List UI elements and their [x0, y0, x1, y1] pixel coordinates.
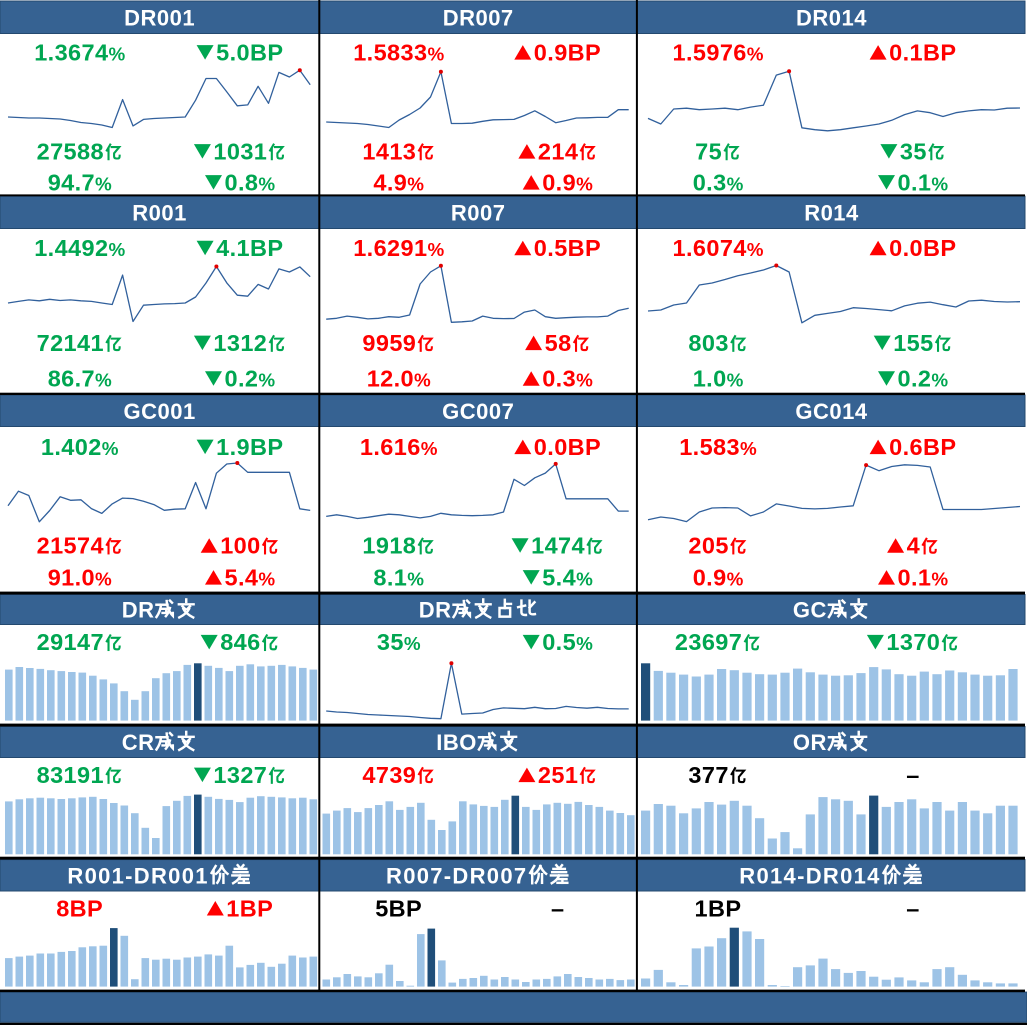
svg-text:1.4492%: 1.4492%	[34, 235, 125, 261]
svg-text:5.0BP: 5.0BP	[216, 39, 283, 65]
svg-text:1.0%: 1.0%	[693, 366, 744, 392]
svg-text:DR: DR	[419, 598, 452, 623]
svg-text:R014: R014	[804, 200, 859, 225]
svg-text:5.4%: 5.4%	[225, 564, 276, 590]
svg-text:1370: 1370	[886, 629, 940, 655]
svg-text:803: 803	[688, 330, 728, 356]
svg-text:23697: 23697	[675, 629, 742, 655]
svg-text:4.9%: 4.9%	[373, 169, 424, 195]
svg-text:CR: CR	[122, 730, 155, 755]
svg-text:9959: 9959	[362, 330, 416, 356]
svg-text:1327: 1327	[213, 762, 267, 788]
svg-text:0.3%: 0.3%	[542, 366, 593, 392]
svg-text:1.5833%: 1.5833%	[353, 39, 444, 65]
svg-text:GC007: GC007	[442, 399, 514, 424]
svg-text:0.2%: 0.2%	[898, 366, 949, 392]
svg-text:DR: DR	[122, 598, 155, 623]
svg-text:GC: GC	[793, 598, 827, 623]
svg-text:0.1%: 0.1%	[898, 564, 949, 590]
svg-text:1.583%: 1.583%	[679, 434, 757, 460]
svg-text:27588: 27588	[37, 138, 104, 164]
svg-text:35%: 35%	[377, 629, 421, 655]
svg-text:91.0%: 91.0%	[48, 564, 112, 590]
svg-text:5BP: 5BP	[375, 895, 422, 921]
svg-text:DR014: DR014	[796, 5, 867, 30]
svg-text:94.7%: 94.7%	[48, 169, 112, 195]
svg-text:R001: R001	[132, 200, 187, 225]
svg-text:1.6291%: 1.6291%	[353, 235, 444, 261]
svg-text:21574: 21574	[37, 533, 104, 559]
svg-text:86.7%: 86.7%	[48, 366, 112, 392]
svg-text:1.9BP: 1.9BP	[216, 434, 283, 460]
svg-text:205: 205	[688, 533, 728, 559]
svg-text:251: 251	[538, 762, 578, 788]
svg-text:72141: 72141	[37, 330, 104, 356]
svg-text:1474: 1474	[531, 533, 585, 559]
svg-text:377: 377	[688, 762, 728, 788]
svg-text:0.6BP: 0.6BP	[889, 434, 956, 460]
svg-text:1031: 1031	[213, 138, 267, 164]
svg-text:1BP: 1BP	[226, 895, 273, 921]
svg-text:846: 846	[220, 629, 260, 655]
svg-text:R007-DR007: R007-DR007	[386, 863, 527, 888]
svg-text:1.6074%: 1.6074%	[673, 235, 764, 261]
svg-text:4: 4	[907, 533, 920, 559]
svg-text:DR007: DR007	[443, 5, 514, 30]
svg-text:0.3%: 0.3%	[693, 169, 744, 195]
svg-text:100: 100	[220, 533, 260, 559]
svg-text:DR001: DR001	[124, 5, 195, 30]
svg-text:75: 75	[695, 138, 722, 164]
svg-text:1.3674%: 1.3674%	[34, 39, 125, 65]
svg-text:–: –	[906, 762, 919, 788]
svg-text:1312: 1312	[213, 330, 267, 356]
svg-text:1413: 1413	[362, 138, 416, 164]
svg-text:R014-DR014: R014-DR014	[739, 863, 880, 888]
svg-text:1918: 1918	[362, 533, 416, 559]
svg-text:0.2%: 0.2%	[225, 366, 276, 392]
svg-text:GC001: GC001	[124, 399, 196, 424]
svg-text:IBO: IBO	[436, 730, 477, 755]
svg-text:0.9%: 0.9%	[693, 564, 744, 590]
svg-text:4.1BP: 4.1BP	[216, 235, 283, 261]
svg-text:GC014: GC014	[795, 399, 867, 424]
svg-text:0.8%: 0.8%	[225, 169, 276, 195]
svg-text:–: –	[906, 895, 919, 921]
svg-text:35: 35	[900, 138, 927, 164]
svg-text:5.4%: 5.4%	[542, 564, 593, 590]
svg-text:214: 214	[538, 138, 578, 164]
svg-text:1.5976%: 1.5976%	[673, 39, 764, 65]
svg-text:1.402%: 1.402%	[41, 434, 119, 460]
svg-text:OR: OR	[793, 730, 827, 755]
svg-text:1.616%: 1.616%	[360, 434, 438, 460]
svg-text:4739: 4739	[362, 762, 416, 788]
svg-text:0.9%: 0.9%	[542, 169, 593, 195]
svg-text:83191: 83191	[37, 762, 104, 788]
svg-text:0.1BP: 0.1BP	[889, 39, 956, 65]
svg-text:0.5%: 0.5%	[542, 629, 593, 655]
svg-text:0.9BP: 0.9BP	[534, 39, 601, 65]
svg-text:R007: R007	[451, 200, 506, 225]
svg-text:29147: 29147	[37, 629, 104, 655]
svg-text:0.0BP: 0.0BP	[534, 434, 601, 460]
svg-text:12.0%: 12.0%	[367, 366, 431, 392]
svg-text:58: 58	[545, 330, 572, 356]
svg-text:155: 155	[893, 330, 933, 356]
svg-text:0.0BP: 0.0BP	[889, 235, 956, 261]
svg-text:1BP: 1BP	[695, 895, 742, 921]
svg-text:0.1%: 0.1%	[898, 169, 949, 195]
svg-text:8BP: 8BP	[56, 895, 103, 921]
svg-text:0.5BP: 0.5BP	[534, 235, 601, 261]
svg-text:R001-DR001: R001-DR001	[67, 863, 208, 888]
svg-text:8.1%: 8.1%	[373, 564, 424, 590]
svg-text:–: –	[551, 895, 564, 921]
